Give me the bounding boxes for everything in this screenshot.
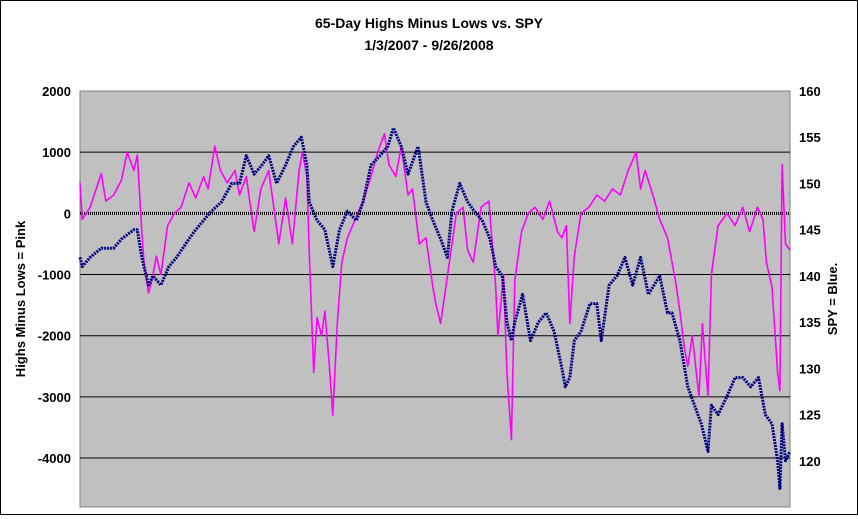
right-tick-label: 135 xyxy=(799,315,821,330)
left-tick-label: 2000 xyxy=(42,84,71,99)
left-tick-label: -1000 xyxy=(38,268,71,283)
right-tick-label: 120 xyxy=(799,454,821,469)
left-tick-label: -2000 xyxy=(38,329,71,344)
right-axis-ticks: 160 155 150 145 140 135 130 125 120 xyxy=(799,84,821,469)
right-tick-label: 150 xyxy=(799,176,821,191)
left-tick-label: 0 xyxy=(64,206,71,221)
left-tick-label: -4000 xyxy=(38,451,71,466)
series-line-highs-minus-lows xyxy=(79,133,791,441)
right-tick-label: 125 xyxy=(799,408,821,423)
right-tick-label: 145 xyxy=(799,223,821,238)
left-tick-label: -3000 xyxy=(38,390,71,405)
y-axis-right-label: SPY = Blue. xyxy=(825,263,840,335)
series-line-spy xyxy=(78,126,792,490)
chart-subtitle: 1/3/2007 - 9/26/2008 xyxy=(364,37,493,53)
left-axis-ticks: 2000 1000 0 -1000 -2000 -3000 -4000 xyxy=(38,84,71,466)
grid-layer xyxy=(80,151,790,459)
series-layer xyxy=(78,126,792,490)
right-tick-label: 160 xyxy=(799,84,821,99)
right-tick-label: 130 xyxy=(799,361,821,376)
right-tick-label: 155 xyxy=(799,130,821,145)
left-tick-label: 1000 xyxy=(42,145,71,160)
chart-title: 65-Day Highs Minus Lows vs. SPY xyxy=(315,15,544,31)
right-tick-label: 140 xyxy=(799,269,821,284)
y-axis-left-label: Highs Minus Lows = Pink xyxy=(13,220,28,377)
